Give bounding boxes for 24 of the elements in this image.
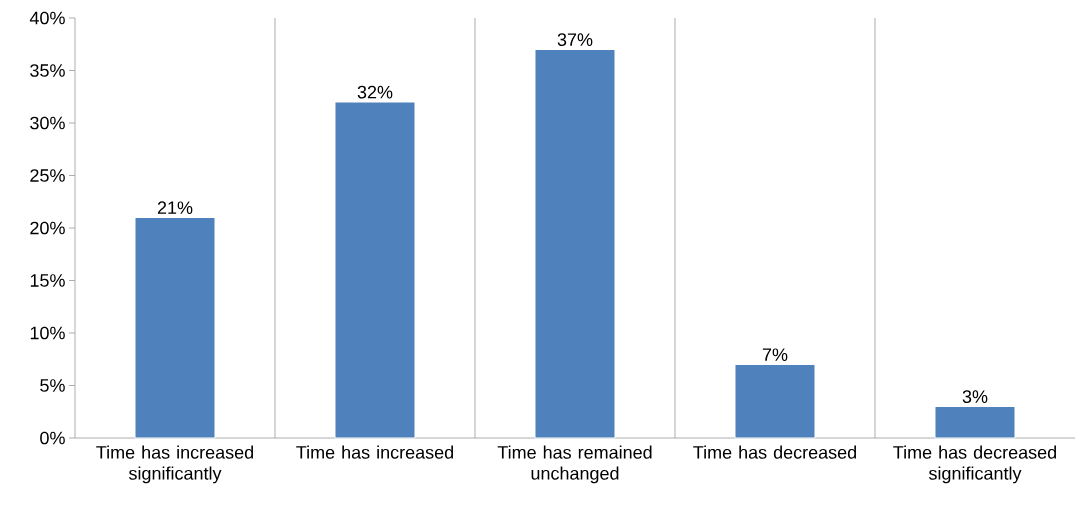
data-label: 21% (157, 201, 193, 214)
y-tick-label: 35% (30, 64, 65, 77)
data-label: 37% (557, 33, 593, 46)
bar (334, 101, 416, 439)
y-tick-label: 0% (40, 431, 65, 445)
x-tick-label: Time has increased (296, 445, 453, 459)
y-tick-label: 40% (29, 11, 65, 25)
bar (134, 217, 216, 439)
y-tick-label: 5% (40, 379, 65, 392)
data-label: 32% (357, 85, 393, 99)
bar (934, 406, 1016, 439)
data-label: 7% (762, 348, 788, 361)
y-tick-label: 15% (30, 274, 65, 287)
y-tick-label: 20% (30, 221, 65, 235)
y-tick-label: 25% (30, 169, 65, 182)
y-tick-label: 10% (30, 326, 65, 340)
y-tick-label: 30% (30, 116, 65, 130)
bar (734, 364, 816, 439)
x-tick-label: Time has increased significantly (96, 445, 253, 484)
bar (534, 49, 616, 439)
data-label: 3% (962, 390, 988, 403)
x-tick-label: Time has remained unchanged (497, 445, 652, 484)
x-tick-label: Time has decreased significantly (893, 445, 1056, 484)
x-tick-label: Time has decreased (693, 445, 856, 459)
